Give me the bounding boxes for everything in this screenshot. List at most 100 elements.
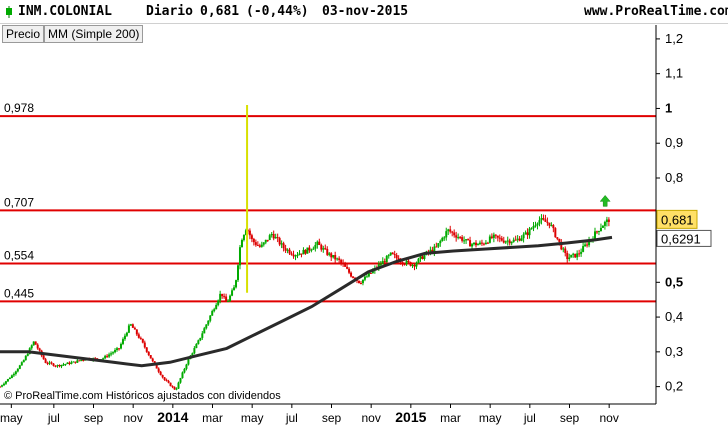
candle-body xyxy=(276,237,279,239)
candle-body xyxy=(455,235,458,238)
candle-body xyxy=(365,276,368,278)
candle-body xyxy=(165,379,168,382)
candle-body xyxy=(193,348,196,354)
candle-body xyxy=(599,227,602,231)
candle-body xyxy=(18,365,21,369)
candle-body xyxy=(227,301,230,303)
symbol-title: INM.COLONIAL xyxy=(18,4,112,19)
candle-body xyxy=(78,360,81,362)
y-tick-label: 0,2 xyxy=(665,379,683,394)
candle-body xyxy=(169,382,172,387)
candle-body xyxy=(282,243,285,249)
candle-body xyxy=(532,226,535,229)
candle-body xyxy=(504,241,507,243)
level-label: 0,554 xyxy=(4,249,34,263)
candle-body xyxy=(494,234,497,236)
candle-body xyxy=(4,381,7,384)
candle-body xyxy=(270,233,273,236)
candle-body xyxy=(405,260,408,264)
tab-price[interactable]: Precio xyxy=(2,25,45,43)
candle-body xyxy=(564,248,567,254)
candle-body xyxy=(492,234,495,238)
candle-body xyxy=(6,379,9,382)
candle-body xyxy=(383,261,386,263)
candle-body xyxy=(14,371,17,374)
candle-body xyxy=(314,244,317,249)
candle-body xyxy=(419,256,422,259)
candle-body xyxy=(20,362,23,366)
candle-body xyxy=(0,385,3,387)
candle-body xyxy=(149,355,152,359)
candle-body xyxy=(417,258,420,264)
y-tick-label: 0,5 xyxy=(665,274,683,289)
candle-body xyxy=(588,240,591,246)
candle-body xyxy=(244,230,247,235)
candle-body xyxy=(480,242,483,244)
candle-body xyxy=(475,242,477,246)
candle-body xyxy=(38,348,41,351)
candle-body xyxy=(294,255,297,257)
candle-body xyxy=(284,248,287,251)
candle-body xyxy=(256,244,259,246)
candle-body xyxy=(240,240,243,248)
candle-body xyxy=(330,253,333,258)
candle-body xyxy=(237,265,239,281)
candle-body xyxy=(548,222,551,226)
candle-body xyxy=(199,337,202,341)
candle-body xyxy=(118,348,120,350)
candle-body xyxy=(290,253,293,255)
candle-body xyxy=(76,360,79,363)
candle-body xyxy=(262,242,265,245)
candle-body xyxy=(217,300,220,305)
candle-body xyxy=(461,237,464,241)
candle-body xyxy=(121,339,124,344)
candle-body xyxy=(411,265,414,267)
candle-body xyxy=(469,240,472,247)
candle-body xyxy=(179,378,182,383)
candle-body xyxy=(558,238,561,242)
tab-ma200[interactable]: MM (Simple 200) xyxy=(44,25,144,43)
candle-body xyxy=(68,362,71,364)
candle-body xyxy=(597,230,600,232)
candle-body xyxy=(12,373,15,376)
candle-body xyxy=(60,364,63,367)
candle-body xyxy=(254,242,257,245)
candle-body xyxy=(605,219,608,222)
candle-body xyxy=(143,342,146,348)
candle-body xyxy=(322,248,325,250)
candle-body xyxy=(133,327,136,330)
level-label: 0,707 xyxy=(4,195,34,209)
y-tick-label: 0,4 xyxy=(665,309,683,324)
candle-body xyxy=(540,218,543,221)
candle-body xyxy=(522,234,525,239)
candle-body xyxy=(500,238,503,241)
candle-body xyxy=(0,386,1,388)
candle-body xyxy=(580,251,583,254)
candle-body xyxy=(296,254,299,256)
candle-body xyxy=(389,252,392,256)
candle-body xyxy=(359,283,362,285)
candle-body xyxy=(191,353,194,356)
candle-body xyxy=(163,377,166,380)
price-change: (-0,44%) xyxy=(246,4,309,19)
candle-body xyxy=(252,238,255,243)
candle-body xyxy=(32,341,35,346)
candle-body xyxy=(308,247,311,251)
candle-body xyxy=(52,363,55,366)
candle-body xyxy=(526,232,529,236)
chart-header: INM.COLONIAL Diario 0,681 (-0,44%) 03-no… xyxy=(0,0,728,24)
ma200-line xyxy=(0,235,613,368)
x-tick-label: jul xyxy=(47,411,60,425)
candle-body xyxy=(528,228,531,236)
candle-body xyxy=(542,218,545,220)
candle-body xyxy=(318,241,321,246)
candle-body xyxy=(175,388,178,390)
candle-body xyxy=(320,245,323,250)
candle-body xyxy=(215,304,218,310)
candle-body xyxy=(286,249,289,251)
candle-body xyxy=(26,353,29,356)
candle-body xyxy=(264,239,267,243)
candle-body xyxy=(520,238,523,241)
indicator-tabs: Precio MM (Simple 200) xyxy=(2,25,144,43)
